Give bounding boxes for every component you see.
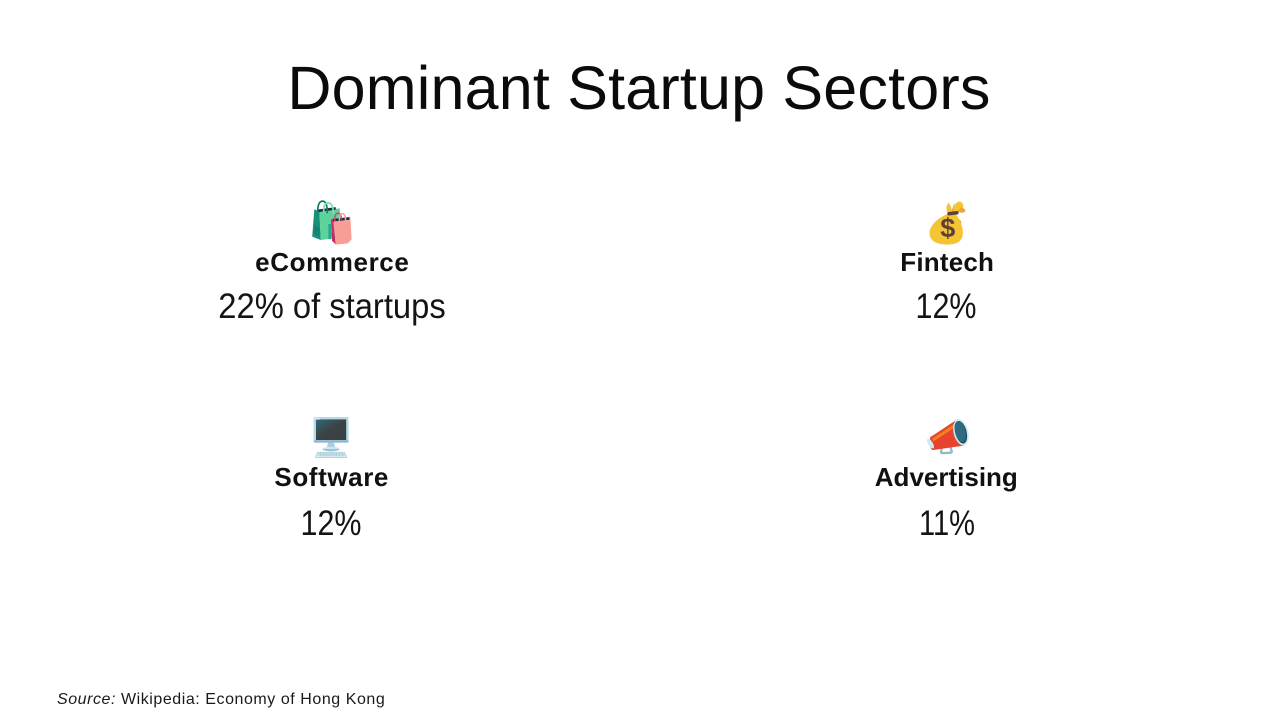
svg-text:$: $ <box>940 213 955 243</box>
